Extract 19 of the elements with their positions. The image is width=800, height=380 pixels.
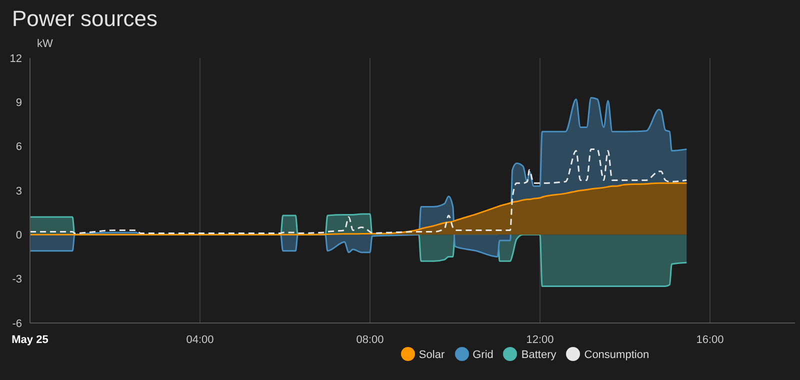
legend-label: Consumption — [584, 349, 650, 361]
legend-label: Grid — [472, 349, 494, 361]
y-tick-label: -3 — [12, 274, 22, 286]
x-tick-label: 12:00 — [526, 334, 554, 346]
y-tick-label: -6 — [12, 318, 22, 330]
y-tick-label: 12 — [10, 52, 22, 65]
line-series — [30, 148, 688, 234]
y-tick-label: 9 — [16, 97, 22, 110]
chart-title: Power sources — [12, 6, 158, 32]
legend-label: Battery — [521, 349, 556, 361]
x-tick-label: 16:00 — [696, 334, 724, 346]
y-tick-label: 0 — [16, 230, 22, 242]
legend-label: Solar — [418, 349, 445, 361]
x-tick-label: May 25 — [12, 334, 48, 346]
y-axis-title: kW — [37, 38, 53, 50]
y-tick-label: 6 — [16, 141, 22, 154]
x-tick-label: 08:00 — [356, 334, 384, 346]
x-tick-label: 04:00 — [186, 334, 214, 346]
y-tick-label: 3 — [16, 185, 22, 198]
